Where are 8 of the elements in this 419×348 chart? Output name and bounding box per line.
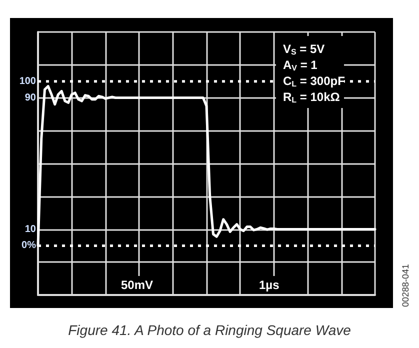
annotation: 50mV xyxy=(121,278,154,292)
y-tick-label: 10 xyxy=(24,224,36,235)
annotation: 1µs xyxy=(259,278,280,292)
y-tick-label: 90 xyxy=(24,92,36,104)
ref-line-label: 0% xyxy=(22,240,36,252)
text: Figure 41. A Photo of a Ringing Square Wave xyxy=(68,322,352,338)
ref-line-label: 100 xyxy=(19,76,36,87)
text: 00288-041 xyxy=(400,264,410,307)
